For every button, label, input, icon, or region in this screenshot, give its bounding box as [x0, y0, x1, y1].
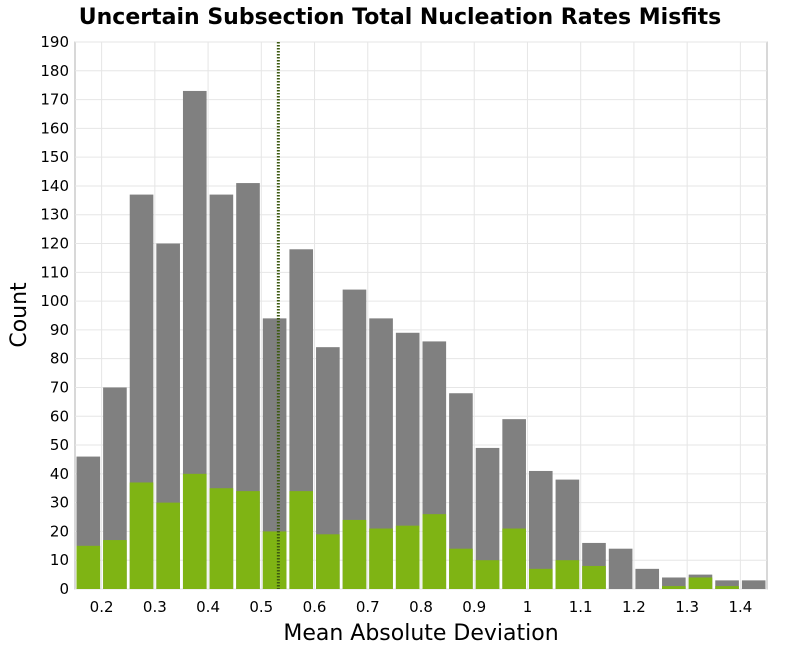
x-axis-label: Mean Absolute Deviation — [283, 621, 558, 646]
bar-total — [395, 332, 420, 589]
y-tick-label: 130 — [40, 206, 69, 224]
y-tick-label: 190 — [40, 33, 69, 51]
y-axis-ticks: 0 10 20 30 40 50 60 70 80 90 100 110 120 130 140 150 160… — [40, 33, 69, 598]
bar-subset — [129, 482, 154, 589]
bar-total — [608, 548, 633, 589]
bar-total — [662, 577, 686, 589]
bar-total — [741, 580, 766, 589]
bar-subset — [688, 577, 713, 589]
y-tick-label: 140 — [40, 177, 69, 195]
bar-subset — [475, 560, 500, 589]
bar-subset — [715, 586, 739, 589]
bar-total — [528, 470, 553, 589]
bar-total — [342, 289, 367, 589]
y-tick-label: 180 — [40, 62, 69, 80]
bar-total — [475, 447, 500, 589]
bar-subset — [76, 545, 101, 589]
bar-total — [369, 318, 393, 589]
bar-subset — [342, 519, 367, 589]
y-tick-label: 70 — [50, 378, 69, 396]
x-tick-label: 1.2 — [622, 598, 646, 616]
bar-subset — [528, 568, 553, 589]
bar-subset — [662, 586, 686, 589]
y-tick-label: 0 — [59, 580, 69, 598]
x-tick-label: 0.6 — [303, 598, 327, 616]
x-tick-label: 0.4 — [196, 598, 220, 616]
x-tick-label: 0.8 — [409, 598, 433, 616]
bar-total — [635, 568, 660, 589]
y-tick-label: 100 — [40, 292, 69, 310]
y-tick-label: 170 — [40, 91, 69, 109]
bars — [76, 90, 766, 590]
x-tick-label: 0.9 — [462, 598, 486, 616]
bar-total — [262, 318, 287, 589]
bar-subset — [182, 473, 207, 589]
y-axis-label: Count — [7, 282, 32, 348]
y-tick-label: 50 — [50, 436, 69, 454]
bar-total — [715, 580, 739, 589]
bar-subset — [103, 540, 127, 589]
x-tick-label: 0.7 — [356, 598, 380, 616]
x-tick-label: 1.4 — [728, 598, 752, 616]
y-tick-label: 40 — [50, 465, 69, 483]
x-tick-label: 1.3 — [675, 598, 699, 616]
x-tick-label: 1.1 — [569, 598, 593, 616]
bar-subset — [316, 534, 340, 589]
y-tick-label: 80 — [50, 350, 69, 368]
bar-subset — [262, 531, 287, 589]
y-tick-label: 120 — [40, 235, 69, 253]
bar-total — [236, 183, 260, 589]
bar-subset — [555, 560, 580, 589]
y-tick-label: 60 — [50, 407, 69, 425]
y-tick-label: 150 — [40, 148, 69, 166]
bar-total — [182, 90, 207, 589]
y-tick-label: 20 — [50, 522, 69, 540]
x-tick-label: 0.3 — [143, 598, 167, 616]
y-tick-label: 30 — [50, 494, 69, 512]
y-tick-label: 90 — [50, 321, 69, 339]
bar-total — [103, 387, 127, 589]
bar-subset — [236, 491, 260, 589]
bar-total — [316, 347, 340, 589]
bar-subset — [582, 565, 606, 589]
bar-subset — [289, 491, 314, 589]
bar-total — [449, 393, 473, 589]
bar-subset — [395, 525, 420, 589]
x-tick-label: 0.5 — [249, 598, 273, 616]
y-tick-label: 10 — [50, 551, 69, 569]
bar-subset — [449, 548, 473, 589]
chart-title: Uncertain Subsection Total Nucleation Ra… — [79, 5, 721, 30]
bar-subset — [209, 488, 234, 589]
y-tick-label: 110 — [40, 263, 69, 281]
x-axis-ticks: 0.2 0.3 0.4 0.5 0.6 0.7 0.8 0.9 1 1.1 1.2 1.3 1.4 — [90, 598, 753, 616]
bar-subset — [502, 528, 526, 589]
bar-subset — [156, 502, 180, 589]
x-tick-label: 1 — [523, 598, 533, 616]
y-tick-label: 160 — [40, 119, 69, 137]
x-tick-label: 0.2 — [90, 598, 114, 616]
bar-subset — [369, 528, 393, 589]
bar-subset — [422, 514, 447, 589]
